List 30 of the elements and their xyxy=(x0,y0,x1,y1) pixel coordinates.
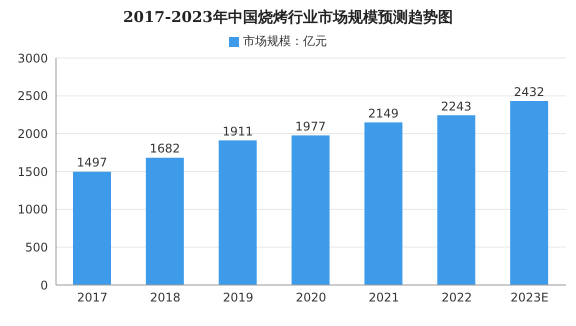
y-tick-label: 2000 xyxy=(17,126,48,141)
y-tick-label: 500 xyxy=(25,240,48,254)
y-tick-label: 1000 xyxy=(17,202,48,217)
x-tick-label: 2019 xyxy=(222,290,254,305)
x-tick-label: 2017 xyxy=(77,290,108,305)
bar xyxy=(146,158,184,285)
data-label: 1497 xyxy=(76,156,108,170)
y-tick-label: 1500 xyxy=(17,164,48,179)
data-label: 2243 xyxy=(441,99,472,114)
data-label: 2432 xyxy=(514,84,544,99)
data-label: 2149 xyxy=(368,106,399,120)
data-label: 1911 xyxy=(222,124,253,138)
x-tick-label: 2020 xyxy=(296,290,326,305)
x-tick-label: 2022 xyxy=(441,290,472,305)
x-tick-label: 2023E xyxy=(510,290,549,305)
y-tick-label: 2500 xyxy=(17,89,48,104)
data-label: 1977 xyxy=(295,119,326,134)
bar xyxy=(364,122,402,285)
chart-title: 2017-2023年中国烧烤行业市场规模预测趋势图 xyxy=(122,8,454,27)
y-tick-label: 0 xyxy=(40,278,48,292)
legend-label: 市场规模：亿元 xyxy=(243,34,327,48)
y-tick-label: 3000 xyxy=(17,51,48,66)
x-tick-label: 2018 xyxy=(150,290,181,305)
x-tick-label: 2021 xyxy=(368,290,400,305)
bar xyxy=(292,135,330,285)
bar xyxy=(73,172,111,285)
bar xyxy=(510,100,548,285)
bar xyxy=(437,115,476,285)
bar xyxy=(218,140,257,285)
data-label: 1682 xyxy=(150,142,180,156)
